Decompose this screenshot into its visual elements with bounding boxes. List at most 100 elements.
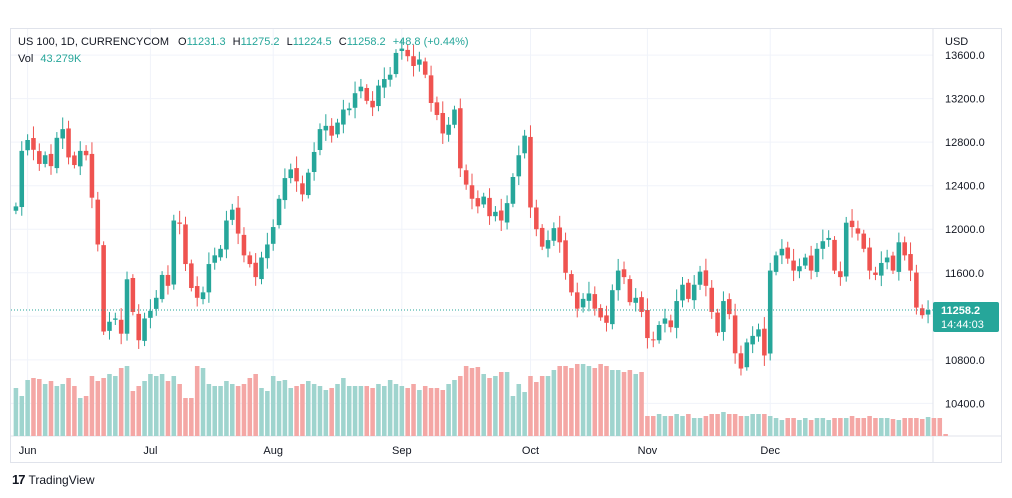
candle-body <box>440 113 446 134</box>
candle-body <box>358 86 364 92</box>
candle-body <box>750 335 755 345</box>
volume-bar <box>884 418 890 436</box>
candle-body <box>849 220 855 228</box>
candle-body <box>311 151 317 172</box>
y-tick-label: 10400.0 <box>945 398 985 410</box>
volume-bar <box>95 381 101 436</box>
volume-bar <box>399 386 405 436</box>
candle-body <box>767 270 773 354</box>
candle-body <box>206 264 212 293</box>
volume-bar <box>66 378 71 436</box>
candle-body <box>691 284 697 301</box>
volume-bar <box>259 388 264 436</box>
candle-body <box>803 257 808 266</box>
volume-bar <box>756 414 761 436</box>
volume-bar <box>335 384 340 436</box>
volume-bar <box>458 376 463 436</box>
volume-bar <box>434 388 440 436</box>
volume-bar <box>83 396 89 436</box>
volume-bar <box>452 380 457 436</box>
volume-bar <box>288 388 294 436</box>
volume-bar <box>621 372 627 436</box>
brand-name[interactable]: TradingView <box>28 472 95 487</box>
footer: 17 TradingView <box>12 472 95 487</box>
candle-body <box>247 255 253 265</box>
volume-bar <box>773 418 779 436</box>
volume-bar <box>341 378 346 436</box>
candle-body <box>241 234 247 256</box>
volume-bar <box>656 414 662 436</box>
candle-body <box>276 198 282 226</box>
volume-bar <box>19 396 25 436</box>
volume-bar <box>627 370 633 436</box>
volume-bar <box>481 374 486 436</box>
candle-body <box>282 178 288 201</box>
volume-bar <box>346 386 352 436</box>
volume-bar <box>31 378 36 436</box>
volume-bar <box>867 416 872 436</box>
candle-body <box>732 315 738 354</box>
candle-body <box>908 254 913 271</box>
open-value: 11231.3 <box>186 36 226 48</box>
volume-bar <box>107 374 112 436</box>
candle-body <box>914 272 919 308</box>
volume-bar <box>919 419 925 436</box>
candle-body <box>756 329 761 337</box>
candle-body <box>194 286 200 298</box>
volume-bar <box>270 376 276 436</box>
candle-body <box>615 270 621 291</box>
volume-bar <box>364 386 370 436</box>
candle-body <box>563 240 568 273</box>
candle-body <box>200 292 206 300</box>
tradingview-logo-icon[interactable]: 17 <box>12 472 26 487</box>
countdown-timer: 14:44:03 <box>941 319 984 331</box>
volume-bar <box>861 418 867 436</box>
change-value: +48.8 (+0.44%) <box>392 36 469 48</box>
candle-body <box>674 301 679 328</box>
candle-body <box>72 155 77 166</box>
volume-bar <box>189 398 194 436</box>
volume-bar <box>177 384 182 436</box>
y-tick-label: 12000.0 <box>945 224 985 236</box>
candle-body <box>656 325 662 341</box>
candle-body <box>621 269 627 278</box>
candle-body <box>551 228 557 241</box>
volume-bar <box>194 366 200 436</box>
candle-body <box>668 320 674 328</box>
candle-body <box>539 227 545 247</box>
y-tick-label: 13600.0 <box>945 50 985 62</box>
candle-body <box>422 61 428 75</box>
candle-body <box>31 138 36 150</box>
volume-bar <box>838 418 843 436</box>
candle-body <box>797 266 802 272</box>
candle-body <box>294 168 299 182</box>
candle-body <box>884 257 890 263</box>
candle-body <box>463 170 469 185</box>
candle-body <box>346 108 352 111</box>
candle-body <box>177 222 182 224</box>
candle-body <box>727 299 732 315</box>
candlestick-chart[interactable]: 10400.010800.011200.011600.012000.012400… <box>11 29 1001 462</box>
volume-bar <box>767 416 773 436</box>
low-label: L <box>286 36 293 48</box>
volume-bar <box>113 376 118 436</box>
candle-body <box>592 294 598 309</box>
volume-bar <box>311 384 317 436</box>
volume-bar <box>159 374 165 436</box>
y-tick-label: 13200.0 <box>945 94 985 106</box>
candle-body <box>896 242 902 272</box>
volume-bar <box>943 434 948 436</box>
candle-body <box>218 248 223 258</box>
candle-body <box>785 247 791 259</box>
candle-body <box>610 290 615 325</box>
high-label: H <box>232 36 241 48</box>
candle-body <box>545 240 551 249</box>
volume-bar <box>680 416 685 436</box>
candle-body <box>335 122 340 135</box>
volume-bar <box>323 390 329 436</box>
candle-body <box>317 129 323 151</box>
candle-body <box>820 241 826 249</box>
candle-body <box>534 207 539 230</box>
volume-bar <box>557 366 562 436</box>
candle-body <box>469 185 475 199</box>
